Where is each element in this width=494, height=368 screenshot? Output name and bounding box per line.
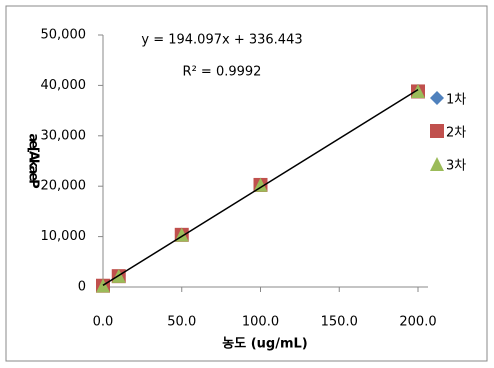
legend-label: 3차 xyxy=(446,159,466,174)
x-tick-label: 200.0 xyxy=(399,315,436,330)
legend-marker xyxy=(430,157,444,171)
y-tick-label: 40,000 xyxy=(41,78,87,93)
x-tick-label: 150.0 xyxy=(321,315,358,330)
y-tick-label: 10,000 xyxy=(41,229,87,244)
x-tick-label: 0.0 xyxy=(93,315,114,330)
marker xyxy=(411,83,425,98)
y-tick-label: 20,000 xyxy=(41,179,87,194)
chart-border xyxy=(5,5,488,362)
trendline xyxy=(102,89,419,286)
y-axis-label: ae[AkaeP xyxy=(26,133,41,188)
marker xyxy=(253,177,268,192)
x-tick-label: 100.0 xyxy=(242,315,279,330)
legend-label: 1차 xyxy=(446,93,466,108)
legend-label: 2차 xyxy=(446,126,466,141)
x-tick-label: 50.0 xyxy=(167,315,196,330)
trendline-equation: y = 194.097x + 336.443 xyxy=(141,33,302,48)
marker xyxy=(96,278,110,293)
r-squared: R² = 0.9992 xyxy=(183,65,262,80)
legend-marker xyxy=(430,91,444,105)
legend-marker xyxy=(430,124,444,138)
y-tick-label: 50,000 xyxy=(41,28,87,43)
y-tick-label: 0 xyxy=(78,280,86,295)
y-tick-label: 30,000 xyxy=(41,128,87,143)
x-axis-label: 농도 (ug/mL) xyxy=(222,337,307,352)
